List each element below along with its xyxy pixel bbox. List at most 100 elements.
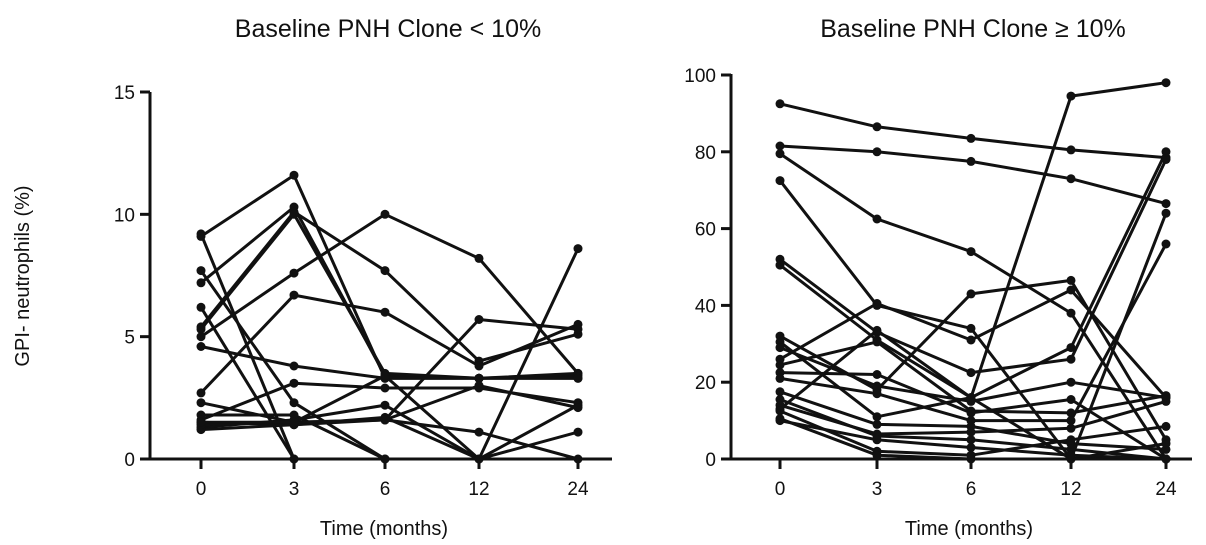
data-point [775, 360, 785, 370]
data-point [196, 388, 206, 398]
data-point [573, 427, 583, 437]
data-point [196, 231, 206, 241]
data-point [775, 260, 785, 270]
data-point [196, 332, 206, 342]
data-point [872, 147, 882, 157]
data-point [380, 383, 390, 393]
data-point [1161, 208, 1171, 218]
data-point [1066, 435, 1076, 445]
data-point [872, 299, 882, 308]
series-line-5 [199, 306, 296, 460]
data-point [966, 408, 976, 418]
data-point [289, 398, 299, 408]
y-tick-label: 60 [695, 220, 716, 241]
data-point [573, 454, 583, 464]
x-axis-label: Time (months) [320, 518, 448, 540]
data-point [1066, 377, 1076, 387]
data-point [775, 416, 785, 426]
data-point [380, 371, 390, 381]
x-tick-label: 12 [468, 479, 489, 500]
x-tick-label: 3 [872, 479, 883, 500]
y-tick-label: 40 [695, 296, 716, 317]
data-point [1066, 285, 1076, 295]
y-tick-label: 5 [124, 328, 135, 349]
data-point [1066, 395, 1076, 404]
data-point [1066, 354, 1076, 364]
data-point [966, 435, 976, 445]
data-point [474, 427, 484, 437]
x-tick-label: 24 [567, 479, 589, 500]
data-point [196, 417, 206, 427]
data-point [474, 454, 484, 464]
data-point [573, 324, 583, 334]
y-tick-label: 10 [114, 205, 135, 226]
data-point [1161, 454, 1171, 464]
data-point [872, 122, 882, 132]
data-point [1161, 155, 1171, 164]
series-points [196, 170, 583, 464]
data-point [775, 406, 785, 416]
x-tick-label: 0 [775, 479, 786, 500]
data-point [872, 389, 882, 399]
y-tick-label: 0 [705, 450, 716, 471]
data-point [872, 325, 882, 335]
data-point [966, 393, 976, 403]
data-point [573, 244, 583, 254]
data-point [474, 381, 484, 391]
data-point [1161, 239, 1171, 249]
data-point [196, 302, 206, 312]
data-point [380, 266, 390, 276]
data-point [196, 342, 206, 351]
data-point [966, 289, 976, 299]
data-point [1161, 147, 1171, 157]
data-point [966, 323, 976, 333]
data-point [289, 268, 299, 278]
chart-title: Baseline PNH Clone ≥ 10% [820, 15, 1126, 43]
data-point [573, 373, 583, 383]
data-point [289, 209, 299, 219]
y-tick-label: 0 [124, 450, 135, 471]
y-tick-label: 100 [684, 66, 716, 87]
data-point [196, 324, 206, 334]
data-point [966, 156, 976, 166]
x-axis-label: Time (months) [905, 518, 1033, 540]
data-point [380, 209, 390, 219]
data-point [289, 417, 299, 427]
data-point [1161, 199, 1171, 209]
data-point [289, 454, 299, 464]
x-tick-label: 6 [966, 479, 977, 500]
data-point [1066, 91, 1076, 101]
chart-panel-high-clone: Baseline PNH Clone ≥ 10% 0 20 40 60 80 100 0 3 6… [684, 15, 1192, 540]
series-line-6 [199, 210, 579, 363]
data-point [872, 381, 882, 391]
data-point [1161, 78, 1171, 88]
y-axis-label: GPI- neutrophils (%) [12, 185, 34, 366]
data-point [1161, 396, 1171, 406]
data-point [380, 454, 390, 464]
data-point [1066, 308, 1076, 318]
data-point [380, 400, 390, 410]
data-point [196, 398, 206, 408]
data-point [775, 99, 785, 109]
data-point [872, 419, 882, 429]
x-tick-label: 3 [289, 479, 300, 500]
axis-ticks: 0 20 40 60 80 100 0 3 6 12 24 [684, 66, 1177, 500]
data-point [289, 361, 299, 371]
data-point [474, 361, 484, 371]
data-point [872, 450, 882, 460]
data-point [289, 170, 299, 180]
data-point [1066, 343, 1076, 353]
data-point [289, 378, 299, 388]
data-point [775, 176, 785, 186]
data-point [380, 415, 390, 425]
y-tick-label: 20 [695, 373, 716, 394]
data-point [196, 266, 206, 276]
data-point [289, 290, 299, 300]
data-point [1066, 145, 1076, 155]
data-point [1066, 275, 1076, 285]
data-point [775, 141, 785, 151]
data-point [966, 443, 976, 452]
data-point [872, 337, 882, 347]
chart-title: Baseline PNH Clone < 10% [235, 15, 541, 43]
